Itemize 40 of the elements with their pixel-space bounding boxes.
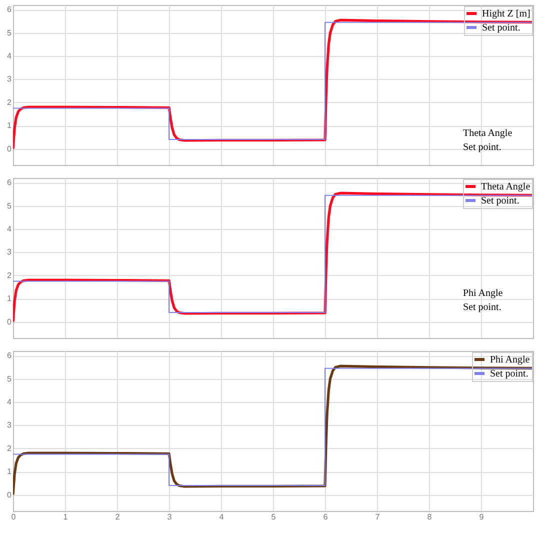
legend-label: Set point.: [490, 368, 528, 380]
x-tick-label: 1: [63, 512, 68, 522]
legend-label: Set point.: [482, 22, 520, 34]
x-tick-label: 3: [167, 512, 172, 522]
y-tick-label: 4: [7, 398, 12, 407]
y-tick-label: 3: [7, 74, 12, 84]
y-tick-label: 3: [7, 248, 12, 257]
y-tick-label: 3: [7, 420, 12, 430]
y-tick-label: 5: [7, 201, 12, 210]
y-tick-label: 4: [7, 224, 12, 234]
y-tick-label: 5: [7, 374, 12, 384]
y-tick-label: 1: [7, 467, 12, 476]
annotation: Set point.: [463, 142, 502, 153]
y-tick-label: 5: [7, 28, 12, 38]
y-tick-label: 2: [7, 270, 12, 280]
legend-label: Hight Z [m]: [482, 8, 530, 20]
x-tick-label: 8: [427, 512, 432, 522]
x-tick-label: 2: [115, 512, 120, 522]
y-tick-label: 0: [7, 317, 12, 326]
y-tick-label: 0: [7, 490, 12, 500]
legend-label: Theta Angle: [481, 182, 531, 192]
legend-label: Phi Angle: [490, 354, 530, 366]
x-tick-label: 7: [375, 512, 380, 522]
x-tick-label: 6: [323, 512, 328, 522]
y-tick-label: 1: [7, 294, 12, 304]
annotation: Theta Angle: [463, 128, 513, 139]
y-tick-label: 6: [7, 5, 12, 14]
y-tick-label: 2: [7, 98, 12, 107]
y-tick-label: 6: [7, 351, 12, 360]
y-tick-label: 6: [7, 178, 12, 188]
annotation: Set point.: [463, 302, 502, 313]
x-tick-label: 9: [479, 512, 484, 522]
annotation: Phi Angle: [463, 288, 504, 299]
y-tick-label: 2: [7, 444, 12, 453]
x-tick-label: 5: [271, 512, 276, 522]
y-tick-label: 0: [7, 144, 12, 154]
y-tick-label: 4: [7, 52, 12, 61]
legend-label: Set point.: [481, 196, 520, 206]
y-tick-label: 1: [7, 121, 12, 130]
x-tick-label: 4: [219, 512, 224, 522]
